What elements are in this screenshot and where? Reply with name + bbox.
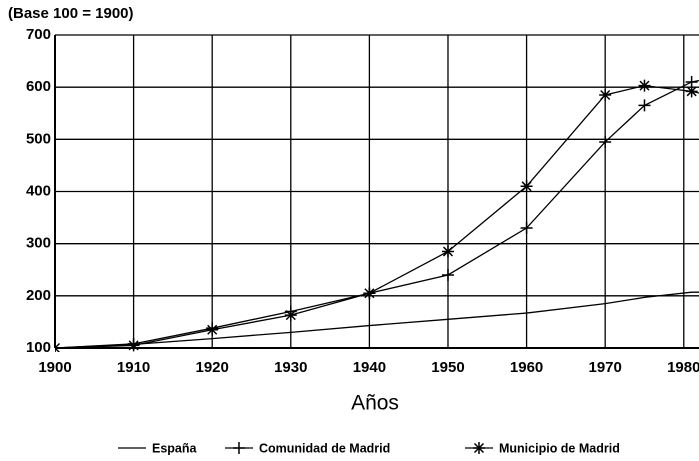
point-marker <box>638 99 651 112</box>
legend-marker <box>233 442 245 454</box>
y-tick-label: 300 <box>26 235 51 252</box>
x-tick-label: 1920 <box>196 359 229 376</box>
point-marker <box>599 88 612 101</box>
x-tick-label: 1970 <box>588 359 621 376</box>
x-tick-label: 1940 <box>353 359 386 376</box>
point-marker <box>206 323 219 336</box>
point-marker <box>520 222 533 235</box>
series-line <box>55 84 699 349</box>
legend-marker <box>473 442 485 454</box>
plot-area <box>55 75 699 352</box>
point-marker <box>441 268 454 281</box>
y-tick-label: 200 <box>26 287 51 304</box>
x-tick-label: 1980 <box>667 359 699 376</box>
x-tick-label: 1930 <box>274 359 307 376</box>
legend-label: Municipio de Madrid <box>499 441 620 455</box>
y-tick-label: 400 <box>26 182 51 199</box>
y-tick-label: 700 <box>26 26 51 43</box>
x-tick-label: 1910 <box>117 359 150 376</box>
legend-label: España <box>152 441 198 455</box>
point-marker <box>127 339 140 352</box>
point-marker <box>363 287 376 300</box>
legend-label: Comunidad de Madrid <box>259 441 390 455</box>
x-tick-label: 1960 <box>510 359 543 376</box>
x-tick-label: 1950 <box>431 359 464 376</box>
y-tick-label: 100 <box>26 339 51 356</box>
x-tick-label: 1900 <box>38 359 71 376</box>
point-marker <box>685 85 698 98</box>
point-marker <box>284 309 297 322</box>
point-marker <box>599 135 612 148</box>
y-tick-label: 600 <box>26 78 51 95</box>
point-marker <box>441 245 454 258</box>
point-marker <box>638 79 651 92</box>
series-line <box>55 79 699 349</box>
y-tick-label: 500 <box>26 130 51 147</box>
chart-title: (Base 100 = 1900) <box>8 5 134 22</box>
point-marker <box>520 180 533 193</box>
x-axis-label: Años <box>351 392 399 415</box>
series-line <box>55 291 699 349</box>
